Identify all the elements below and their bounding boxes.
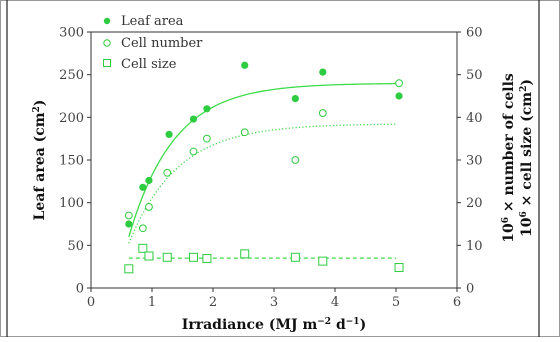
x-tick-label: 6 xyxy=(453,295,461,310)
x-tick-label: 0 xyxy=(87,295,95,310)
fit-curves xyxy=(128,82,397,259)
x-tick-label: 1 xyxy=(148,295,156,310)
legend-label-leaf-area: Leaf area xyxy=(121,14,184,29)
y-left-tick-label: 50 xyxy=(67,239,84,254)
point-leaf-area xyxy=(203,105,211,113)
point-cell-number xyxy=(291,156,300,164)
x-tick-label: 5 xyxy=(392,295,400,310)
y-left-tick-label: 300 xyxy=(59,26,84,41)
point-leaf-area xyxy=(145,176,153,185)
point-cell-number xyxy=(145,203,153,211)
y-left-tick-label: 100 xyxy=(59,196,84,211)
y-right-axis-ticks: 0 10 20 30 40 50 60 xyxy=(457,26,483,297)
point-leaf-area xyxy=(241,61,249,69)
point-leaf-area xyxy=(125,220,133,228)
legend-label-cell-size: Cell size xyxy=(121,57,177,72)
x-tick-label: 4 xyxy=(331,295,339,310)
point-cell-number xyxy=(318,109,327,117)
point-cell-size xyxy=(202,254,212,264)
point-cell-number xyxy=(395,79,403,88)
y-left-tick-label: 250 xyxy=(59,68,84,83)
y-right-tick-label: 0 xyxy=(466,282,474,297)
point-cell-number xyxy=(189,147,198,156)
y-left-axis-ticks: 0 50 100 150 200 250 300 xyxy=(59,26,91,297)
legend-marker-leaf-area xyxy=(103,17,111,25)
point-cell-size xyxy=(394,263,404,273)
point-cell-size xyxy=(138,243,148,253)
x-axis-ticks: 0 1 2 3 4 5 6 xyxy=(87,288,461,310)
point-cell-number xyxy=(124,211,133,220)
point-leaf-area xyxy=(189,115,198,123)
x-tick-label: 2 xyxy=(209,295,217,310)
legend-label-cell-number: Cell number xyxy=(121,36,203,51)
data-points xyxy=(124,61,404,274)
point-cell-number xyxy=(240,128,249,137)
point-leaf-area xyxy=(139,183,147,191)
y-right-axis-title-cells: 106 × number of cells xyxy=(501,73,517,243)
y-right-tick-label: 50 xyxy=(466,68,483,83)
fit-curve-cell-number xyxy=(128,123,397,244)
point-cell-size xyxy=(144,251,154,261)
y-right-axis-title-cell-size: 106 × cell size (cm2) xyxy=(519,79,535,237)
y-left-tick-label: 200 xyxy=(59,111,84,126)
x-tick-label: 3 xyxy=(270,295,278,310)
point-cell-number xyxy=(138,224,147,233)
y-left-tick-label: 0 xyxy=(76,282,84,297)
point-cell-size xyxy=(124,264,134,274)
x-axis-title: Irradiance (MJ m−2 d−1) xyxy=(182,317,366,333)
y-left-tick-label: 150 xyxy=(59,154,84,169)
legend-marker-cell-number xyxy=(103,39,111,47)
point-cell-number xyxy=(203,134,211,143)
point-cell-size xyxy=(318,256,328,266)
y-right-tick-label: 20 xyxy=(466,196,483,211)
point-leaf-area xyxy=(319,68,327,76)
point-leaf-area xyxy=(165,130,173,138)
y-right-tick-label: 60 xyxy=(466,26,483,41)
point-cell-size xyxy=(290,252,300,262)
y-right-tick-label: 10 xyxy=(466,239,483,254)
point-cell-number xyxy=(163,168,172,177)
point-cell-size xyxy=(240,249,250,259)
y-right-tick-label: 30 xyxy=(466,154,483,169)
point-leaf-area xyxy=(395,92,403,100)
y-left-axis-title: Leaf area (cm2) xyxy=(32,100,48,221)
fit-curve-leaf-area xyxy=(128,82,397,237)
legend-marker-cell-size xyxy=(103,59,111,67)
point-leaf-area xyxy=(291,94,299,103)
point-cell-size xyxy=(162,252,172,262)
legend: Leaf area Cell number Cell size xyxy=(103,14,203,72)
y-right-tick-label: 40 xyxy=(466,111,483,126)
point-cell-size xyxy=(188,252,198,262)
